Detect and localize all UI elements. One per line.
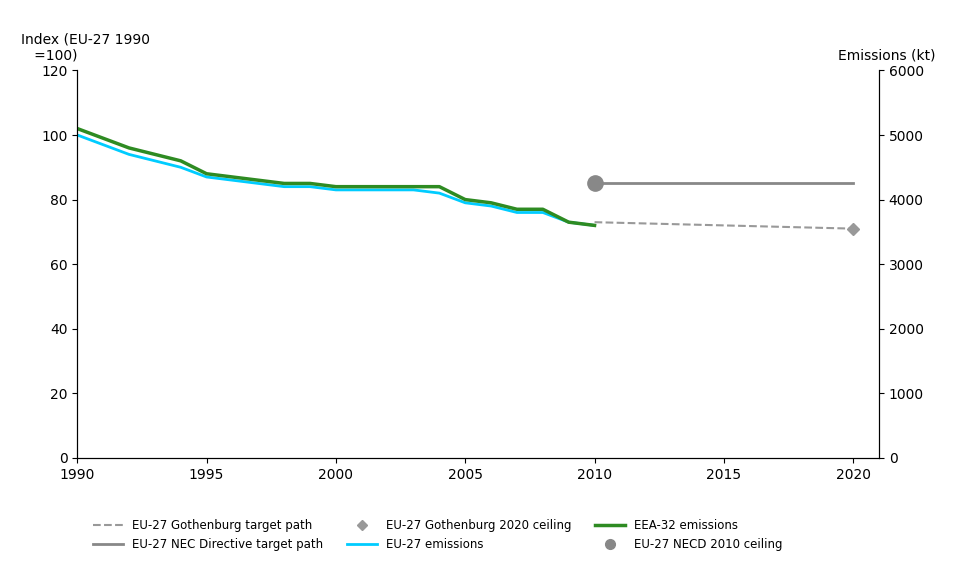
Text: Emissions (kt): Emissions (kt) [838, 49, 935, 63]
Text: Index (EU-27 1990
   =100): Index (EU-27 1990 =100) [21, 32, 150, 63]
Legend: EU-27 Gothenburg target path, EU-27 NEC Directive target path, EU-27 Gothenburg : EU-27 Gothenburg target path, EU-27 NEC … [89, 514, 787, 555]
